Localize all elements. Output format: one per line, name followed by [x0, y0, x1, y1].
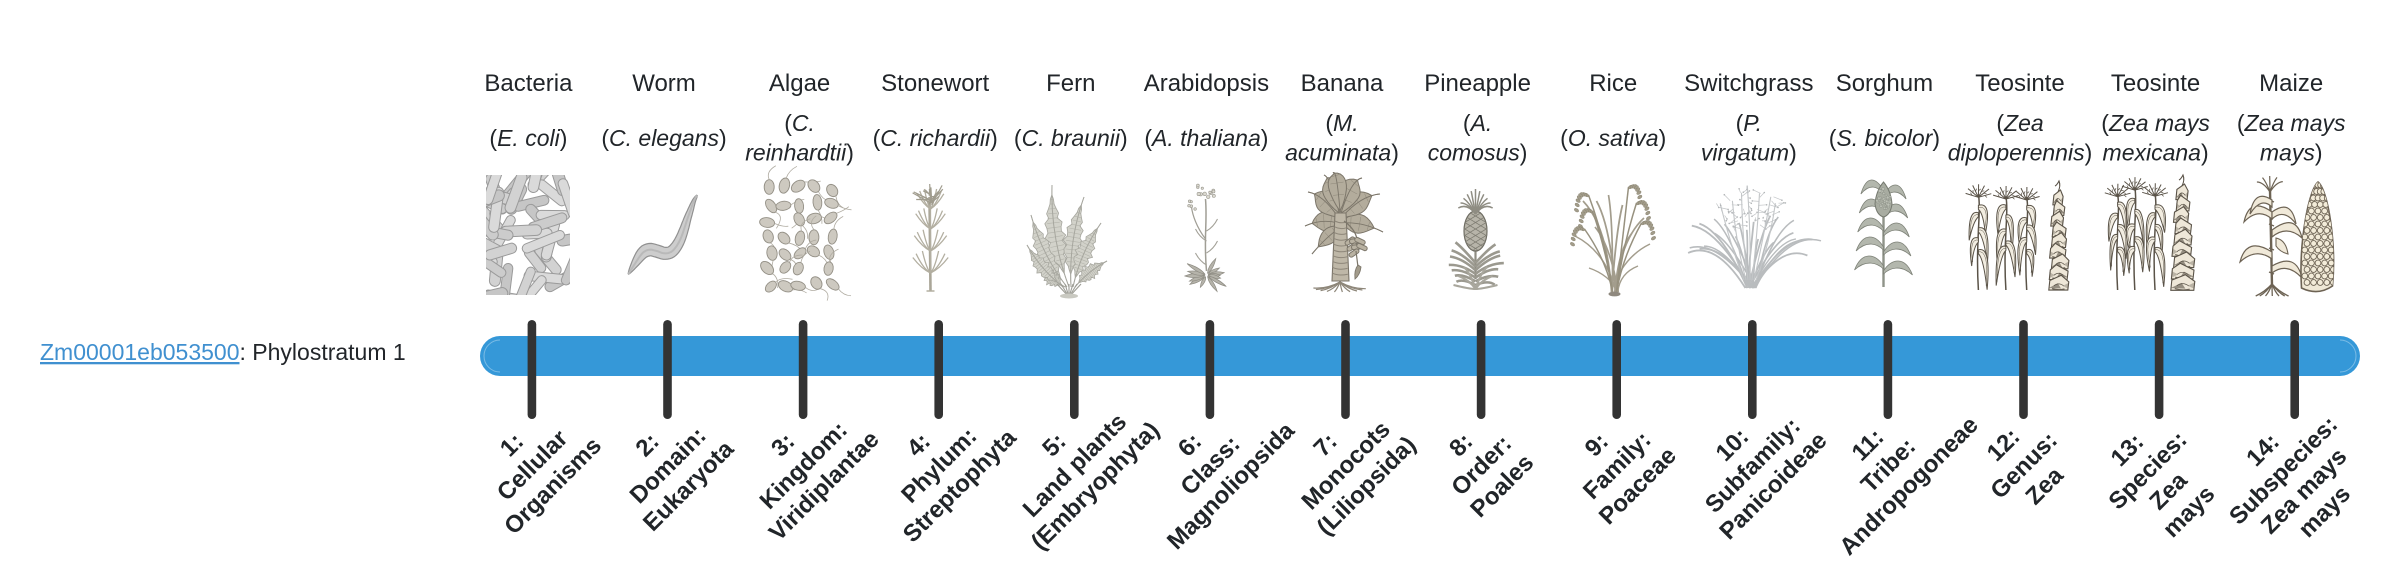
svg-text:Rice: Rice: [1589, 70, 1637, 97]
svg-text:(O. sativa): (O. sativa): [1560, 125, 1666, 151]
svg-text:(A.comosus): (A. comosus): [1428, 110, 1528, 166]
svg-text:Switchgrass: Switchgrass: [1684, 70, 1813, 97]
svg-text:(M.acuminata): (M. acuminata): [1285, 110, 1399, 166]
svg-text:Worm: Worm: [632, 70, 696, 97]
svg-text:Bacteria: Bacteria: [484, 70, 573, 97]
svg-text:Sorghum: Sorghum: [1836, 70, 1933, 97]
svg-text:(C. richardii): (C. richardii): [873, 125, 998, 151]
svg-text:Teosinte: Teosinte: [2111, 70, 2200, 97]
svg-text:(A. thaliana): (A. thaliana): [1144, 125, 1268, 151]
svg-text:Arabidopsis: Arabidopsis: [1144, 70, 1269, 97]
svg-text:Pineapple: Pineapple: [1424, 70, 1531, 97]
svg-text:Banana: Banana: [1301, 70, 1384, 97]
svg-text:Fern: Fern: [1046, 70, 1095, 97]
svg-text:(E. coli): (E. coli): [489, 125, 567, 151]
svg-text:(P.virgatum): (P. virgatum): [1701, 110, 1797, 166]
svg-text:Algae: Algae: [769, 70, 830, 97]
svg-text:Maize: Maize: [2259, 70, 2323, 97]
svg-text:(C. braunii): (C. braunii): [1014, 125, 1128, 151]
svg-text:(C. elegans): (C. elegans): [601, 125, 726, 151]
svg-text:Stonewort: Stonewort: [881, 70, 989, 97]
svg-text:(S. bicolor): (S. bicolor): [1829, 125, 1940, 151]
svg-text:Zm00001eb053500: Phylostratum: Zm00001eb053500: Phylostratum 1: [40, 339, 406, 365]
svg-text:Teosinte: Teosinte: [1975, 70, 2064, 97]
svg-text:(C.reinhardtii): (C. reinhardtii): [745, 110, 854, 166]
svg-text:(Zea maysmays): (Zea mays mays): [2237, 110, 2346, 166]
